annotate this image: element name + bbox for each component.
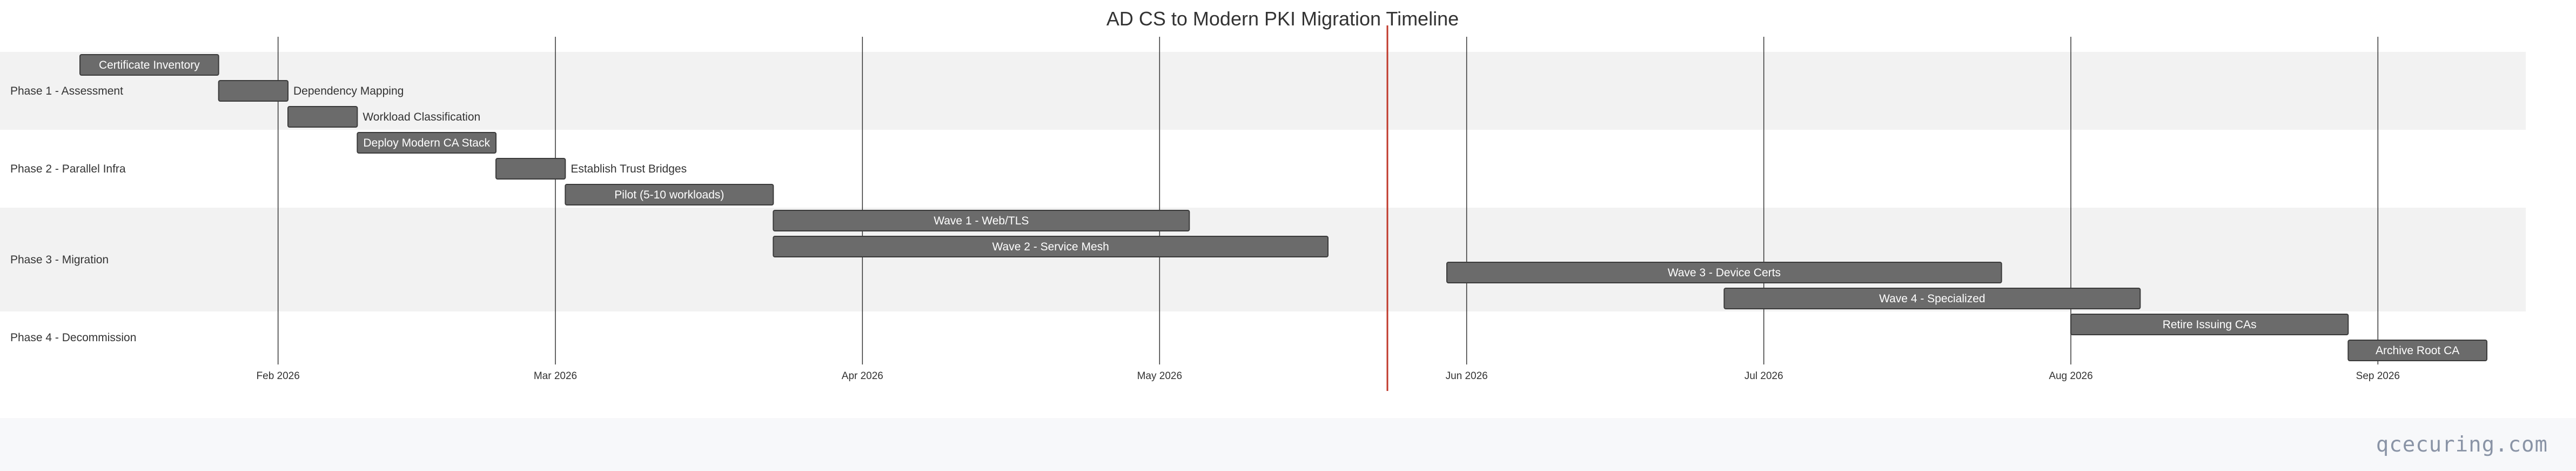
task-label: Retire Issuing CAs <box>2163 319 2257 331</box>
time-axis-ticks: Feb 2026 Mar 2026 Apr 2026 May 2026 Jun 2026… <box>257 370 2400 382</box>
task-label: Certificate Inventory <box>99 59 200 71</box>
footer-bar <box>0 418 2576 471</box>
chart-title: AD CS to Modern PKI Migration Timeline <box>1106 8 1459 30</box>
tick-label: Aug 2026 <box>2049 370 2092 382</box>
task-bar <box>773 236 1329 257</box>
task-bar <box>79 54 219 76</box>
task-bar <box>2347 340 2488 361</box>
task-label: Wave 2 - Service Mesh <box>992 241 1109 253</box>
task-label: Pilot (5-10 workloads) <box>614 189 724 201</box>
section-label: Phase 4 - Decommission <box>10 331 136 344</box>
section-labels: Phase 1 - Assessment Phase 2 - Parallel I… <box>10 85 136 344</box>
task-label: Workload Classification <box>363 111 480 123</box>
section-label: Phase 1 - Assessment <box>10 85 123 97</box>
section-label: Phase 2 - Parallel Infra <box>10 163 126 175</box>
tick-label: Jul 2026 <box>1745 370 1783 382</box>
task-bar <box>495 158 566 180</box>
task-label: Wave 3 - Device Certs <box>1668 267 1781 279</box>
task-bar <box>565 184 774 205</box>
task-bar <box>287 106 358 128</box>
task-bar <box>1723 288 2141 309</box>
task-bar <box>1446 262 2002 283</box>
task-label: Wave 4 - Specialized <box>1879 293 1985 305</box>
task-label: Archive Root CA <box>2376 344 2459 357</box>
task-bar <box>218 80 289 102</box>
task-label: Dependency Mapping <box>293 85 404 97</box>
task-label: Establish Trust Bridges <box>571 163 687 175</box>
tick-label: Jun 2026 <box>1446 370 1488 382</box>
task-bar <box>357 132 497 154</box>
section-band <box>0 52 2526 130</box>
task-label: Wave 1 - Web/TLS <box>934 215 1029 227</box>
brand-watermark: qcecuring.com <box>2376 433 2548 457</box>
tick-label: May 2026 <box>1137 370 1182 382</box>
section-label: Phase 3 - Migration <box>10 254 109 266</box>
gantt-chart: Feb 2026 Mar 2026 Apr 2026 May 2026 Jun 2026… <box>0 8 2526 391</box>
tick-label: Sep 2026 <box>2356 370 2400 382</box>
tick-label: Apr 2026 <box>842 370 883 382</box>
task-bar <box>2070 314 2349 335</box>
tick-label: Feb 2026 <box>257 370 300 382</box>
section-band <box>0 208 2526 311</box>
task-bars: Certificate Inventory Dependency Mapping W… <box>79 54 2488 361</box>
time-gridlines <box>277 37 2379 364</box>
task-label: Deploy Modern CA Stack <box>363 137 490 149</box>
task-bar <box>773 210 1190 231</box>
tick-label: Mar 2026 <box>534 370 577 382</box>
